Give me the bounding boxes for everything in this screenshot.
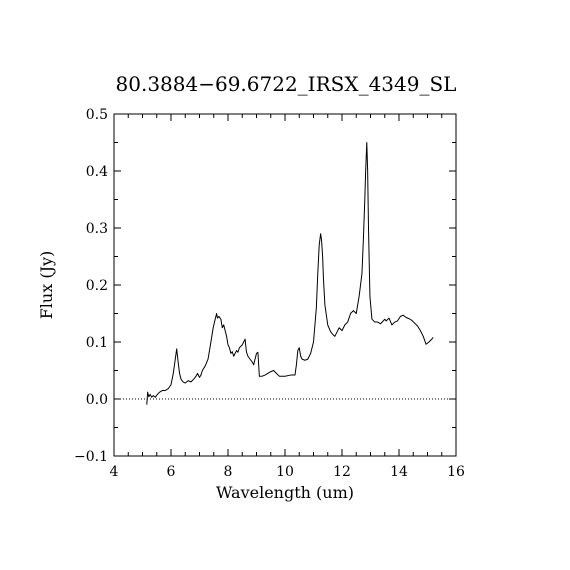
tick-label-layer: 4 6 8 10 12 14 16 −0.1 0.0 0.1 0.2 0.3 0.4 0.5: [74, 107, 465, 480]
series-layer: [146, 142, 434, 405]
y-tick-label: 0.2: [86, 278, 108, 294]
y-axis-label: Flux (Jy): [37, 251, 56, 320]
y-tick-label: 0.0: [86, 392, 108, 408]
plot-frame: [113, 113, 457, 457]
x-tick-label: 8: [224, 464, 233, 480]
x-tick-label: 4: [110, 464, 119, 480]
spectrum-line: [146, 142, 434, 405]
x-tick-label: 14: [390, 464, 408, 480]
y-tick-label: 0.4: [86, 164, 108, 180]
x-tick-label: 6: [167, 464, 176, 480]
x-axis-label: Wavelength (um): [216, 483, 354, 502]
y-tick-label: −0.1: [74, 449, 108, 465]
x-tick-label: 16: [447, 464, 465, 480]
x-tick-label: 12: [333, 464, 351, 480]
y-tick-label: 0.1: [86, 335, 108, 351]
y-tick-label: 0.3: [86, 221, 108, 237]
chart-title: 80.3884−69.6722_IRSX_4349_SL: [116, 72, 457, 96]
axes-layer: [113, 113, 457, 457]
x-tick-label: 10: [276, 464, 294, 480]
y-tick-label: 0.5: [86, 107, 108, 123]
